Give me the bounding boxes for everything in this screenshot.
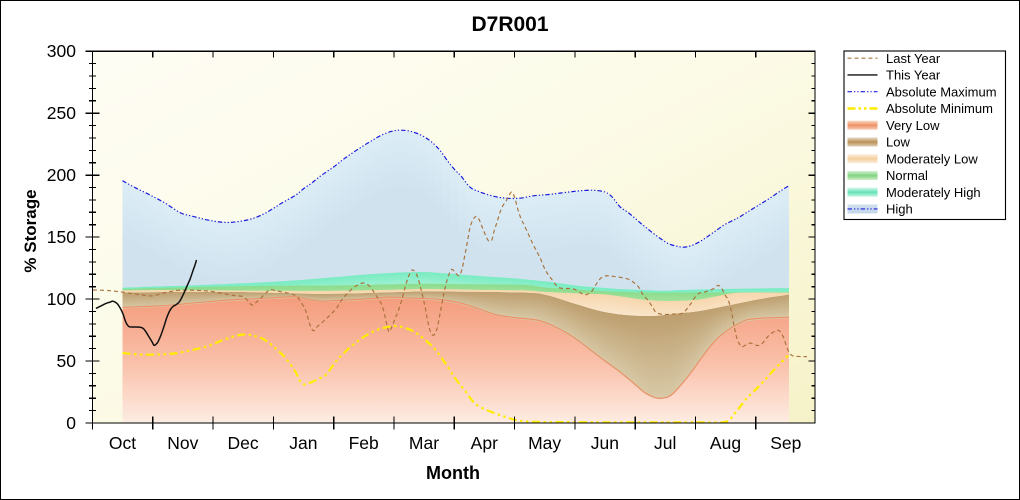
svg-text:Mar: Mar bbox=[409, 433, 439, 453]
svg-text:May: May bbox=[528, 433, 561, 453]
svg-text:Very Low: Very Low bbox=[886, 118, 940, 133]
svg-text:Oct: Oct bbox=[109, 433, 136, 453]
svg-text:150: 150 bbox=[47, 227, 76, 247]
svg-text:300: 300 bbox=[47, 41, 76, 61]
svg-text:Apr: Apr bbox=[471, 433, 498, 453]
svg-text:50: 50 bbox=[57, 351, 77, 371]
svg-text:Aug: Aug bbox=[710, 433, 741, 453]
svg-text:Jun: Jun bbox=[591, 433, 619, 453]
svg-text:D7R001: D7R001 bbox=[471, 13, 548, 36]
svg-text:200: 200 bbox=[47, 165, 76, 185]
svg-text:100: 100 bbox=[47, 289, 76, 309]
svg-text:% Storage: % Storage bbox=[21, 189, 40, 272]
svg-text:Feb: Feb bbox=[349, 433, 379, 453]
svg-text:Dec: Dec bbox=[228, 433, 259, 453]
svg-text:Last Year: Last Year bbox=[886, 51, 941, 66]
svg-text:Absolute Maximum: Absolute Maximum bbox=[886, 84, 997, 99]
svg-text:0: 0 bbox=[66, 413, 76, 433]
svg-text:Absolute Minimum: Absolute Minimum bbox=[886, 101, 993, 116]
svg-text:Low: Low bbox=[886, 135, 910, 150]
svg-text:Normal: Normal bbox=[886, 168, 928, 183]
svg-text:Jul: Jul bbox=[654, 433, 676, 453]
svg-text:250: 250 bbox=[47, 103, 76, 123]
svg-text:Moderately Low: Moderately Low bbox=[886, 151, 978, 166]
svg-text:This Year: This Year bbox=[886, 68, 941, 83]
svg-text:Month: Month bbox=[426, 463, 480, 483]
svg-text:Jan: Jan bbox=[289, 433, 317, 453]
svg-text:Nov: Nov bbox=[167, 433, 198, 453]
svg-text:Sep: Sep bbox=[770, 433, 801, 453]
svg-text:Moderately High: Moderately High bbox=[886, 185, 981, 200]
svg-text:High: High bbox=[886, 202, 913, 217]
